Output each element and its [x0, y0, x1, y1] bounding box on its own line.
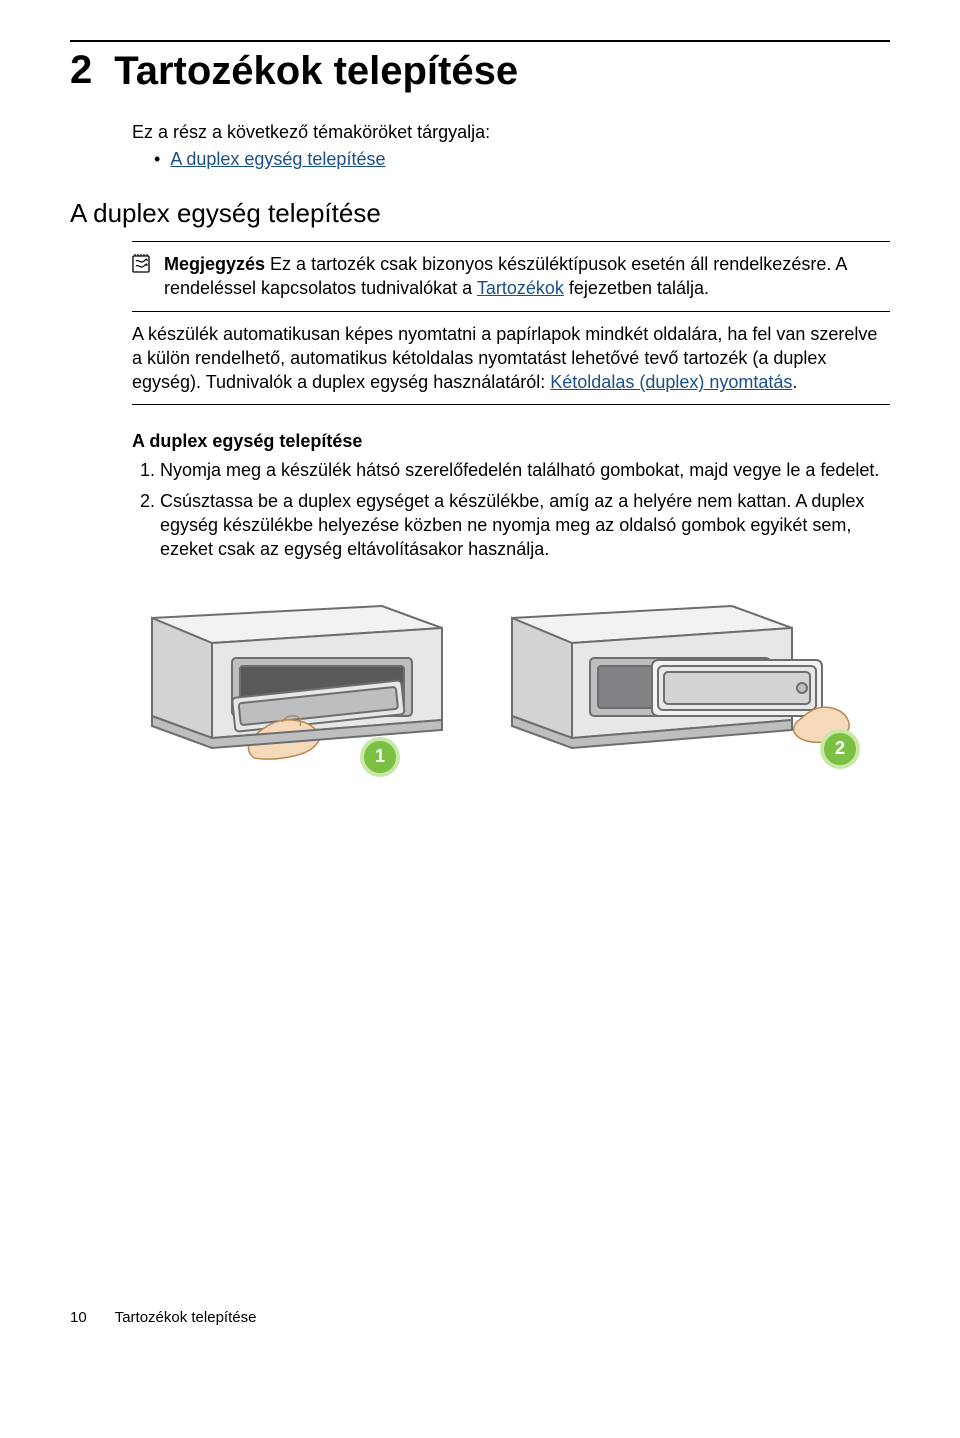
section-heading: A duplex egység telepítése: [70, 198, 890, 229]
sub-heading: A duplex egység telepítése: [132, 431, 890, 452]
figure-step-2: 2: [502, 588, 862, 783]
figure-badge-1: 1: [360, 737, 400, 777]
note-icon: [132, 252, 154, 301]
page-footer: 10 Tartozékok telepítése: [70, 1309, 256, 1326]
chapter-title: Tartozékok telepítése: [114, 50, 518, 92]
note-label: Megjegyzés: [164, 254, 265, 274]
figure-badge-2-text: 2: [835, 738, 845, 759]
note-block: Megjegyzés Ez a tartozék csak bizonyos k…: [132, 241, 890, 405]
note-body-2: A készülék automatikusan képes nyomtatni…: [132, 312, 890, 405]
figure-badge-1-text: 1: [375, 746, 385, 767]
figure-badge-2: 2: [820, 729, 860, 769]
note-line1-tail: fejezetben találja.: [564, 278, 709, 298]
intro-text: Ez a rész a következő témaköröket tárgya…: [132, 122, 890, 143]
figure-step-1: 1: [132, 588, 462, 783]
page-number: 10: [70, 1309, 87, 1326]
chapter-heading: 2 Tartozékok telepítése: [70, 50, 890, 92]
figure-row: 1: [132, 588, 890, 783]
intro-bullet-link[interactable]: A duplex egység telepítése: [170, 149, 385, 169]
step-list: Nyomja meg a készülék hátsó szerelőfedel…: [132, 458, 890, 561]
body-link-1[interactable]: Kétoldalas (duplex) nyomtatás: [550, 372, 792, 392]
top-rule: [70, 40, 890, 42]
body-paragraph-1-tail: .: [792, 372, 797, 392]
note-link-1[interactable]: Tartozékok: [477, 278, 564, 298]
note-text: Megjegyzés Ez a tartozék csak bizonyos k…: [164, 252, 890, 301]
note-rule-bottom: [132, 404, 890, 405]
intro-bullet-list: A duplex egység telepítése: [132, 149, 890, 170]
step-1: Nyomja meg a készülék hátsó szerelőfedel…: [160, 458, 890, 482]
chapter-number: 2: [70, 50, 92, 90]
intro-block: Ez a rész a következő témaköröket tárgya…: [132, 122, 890, 170]
document-page: 2 Tartozékok telepítése Ez a rész a köve…: [0, 0, 960, 1358]
footer-title: Tartozékok telepítése: [115, 1309, 257, 1326]
intro-bullet-item: A duplex egység telepítése: [154, 149, 890, 170]
note-body-1: Megjegyzés Ez a tartozék csak bizonyos k…: [132, 242, 890, 311]
step-2: Csúsztassa be a duplex egységet a készül…: [160, 489, 890, 562]
